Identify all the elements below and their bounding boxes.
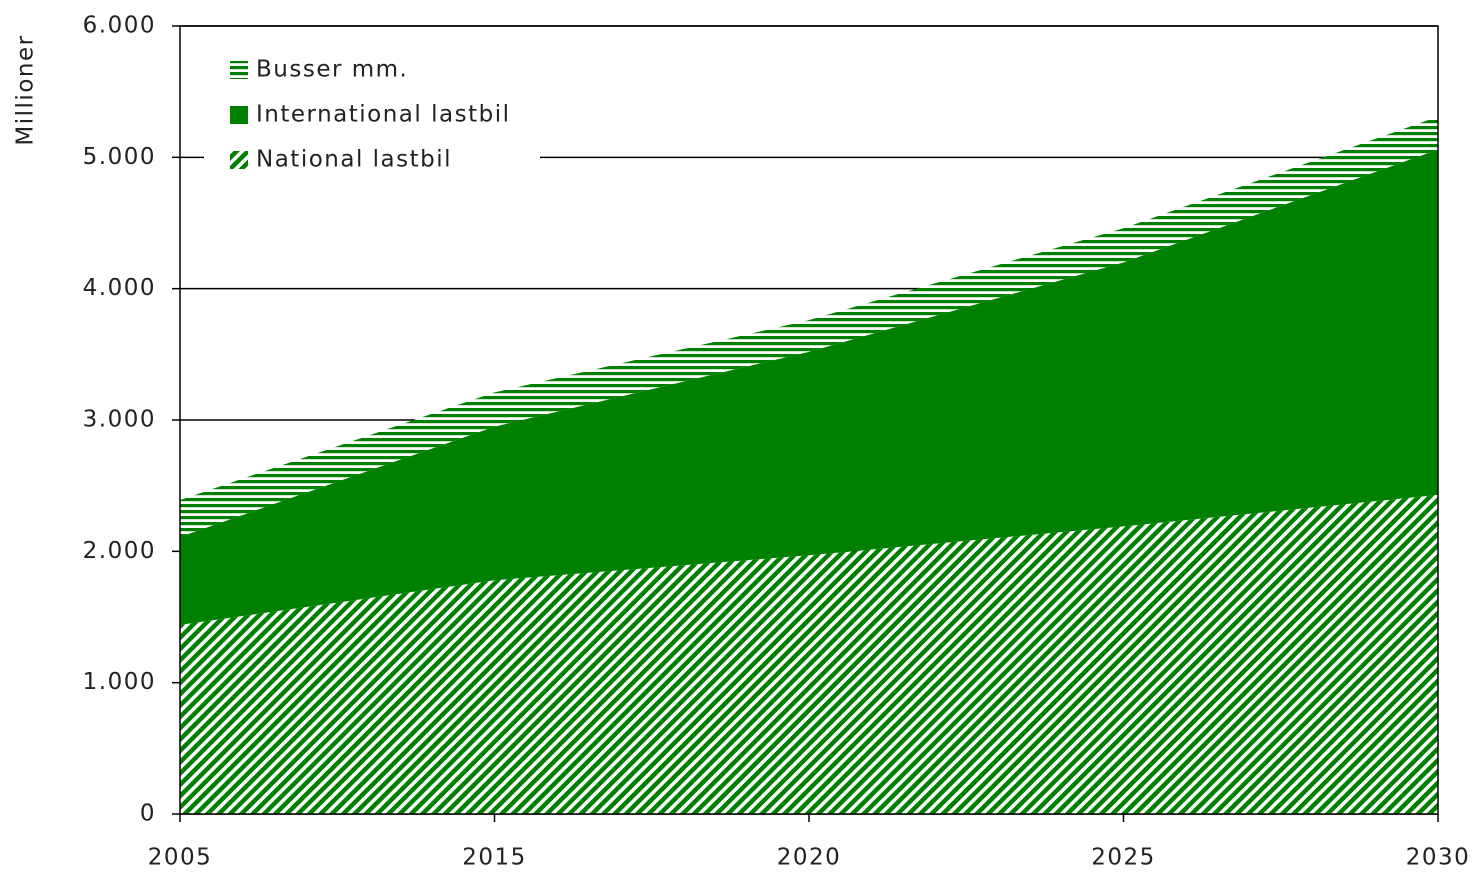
area [180,494,1438,814]
area [180,116,1438,537]
y-tick-label: 0 [140,801,156,827]
legend-swatch [230,151,248,169]
legend-swatch [230,61,248,79]
x-tick-label: 2020 [777,845,842,871]
legend-box [204,46,540,182]
x-tick-label: 2030 [1406,845,1471,871]
legend-label: Busser mm. [256,57,408,83]
y-tick-label: 2.000 [83,538,156,564]
y-tick-label: 6.000 [83,13,156,39]
y-tick-label: 1.000 [83,669,156,695]
legend-label: National lastbil [256,147,452,173]
area [180,149,1438,625]
legend-label: International lastbil [256,102,510,128]
y-tick-label: 3.000 [83,407,156,433]
x-tick-label: 2005 [148,845,213,871]
legend-swatch [230,106,248,124]
y-axis-label: Millioner [13,34,39,145]
x-tick-label: 2025 [1091,845,1156,871]
x-tick-label: 2015 [462,845,527,871]
y-tick-label: 5.000 [83,144,156,170]
y-tick-label: 4.000 [83,275,156,301]
